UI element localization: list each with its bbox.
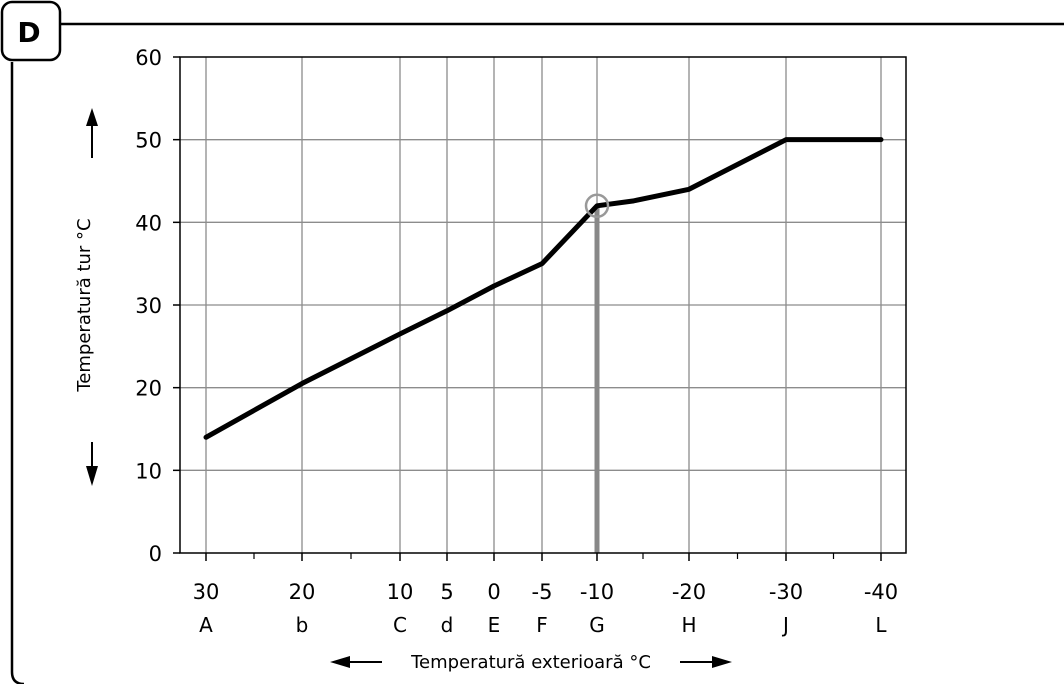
badge: D [0, 0, 62, 62]
x-axis-title-group: Temperatură exterioară °C [330, 652, 732, 673]
plot-area: 0 10 20 30 40 50 60 30 A 20 b 10 C 5 d 0 E -5 F -10 G -20 H -3… [135, 46, 907, 637]
x-tick-label: -10 [580, 580, 614, 604]
x-category-letter: F [536, 613, 548, 637]
ticks [173, 56, 882, 561]
x-axis-title: Temperatură exterioară °C [410, 652, 651, 673]
y-axis-title-group: Temperatură tur °C [74, 108, 98, 486]
y-tick-label: 60 [135, 46, 162, 70]
x-tick-label: 10 [387, 580, 414, 604]
x-tick-label: 20 [289, 580, 316, 604]
series-lines [203, 137, 884, 440]
y-tick-labels: 0 10 20 30 40 50 60 [135, 46, 162, 566]
x-tick-label: -40 [864, 580, 898, 604]
x-category-letter: E [488, 613, 501, 637]
grid [180, 57, 906, 553]
x-tick-label: -5 [532, 580, 553, 604]
x-category-letter: C [393, 613, 407, 637]
x-arrow-right-icon [712, 656, 732, 668]
x-category-letter: d [441, 613, 454, 637]
x-tick-label: -20 [672, 580, 706, 604]
markers [584, 193, 610, 219]
y-arrow-down-icon [86, 466, 98, 486]
x-category-letter: J [781, 613, 789, 637]
series-line [203, 137, 884, 440]
x-tick-labels: 30 A 20 b 10 C 5 d 0 E -5 F -10 G -20 H -30 J -40 L [193, 580, 899, 637]
y-arrow-up-icon [86, 108, 98, 126]
x-tick-label: 5 [440, 580, 453, 604]
y-tick-label: 30 [135, 294, 162, 318]
badge-box [0, 0, 62, 62]
x-category-letter: A [199, 613, 213, 637]
figure-frame-left [10, 62, 25, 684]
y-tick-label: 20 [135, 377, 162, 401]
x-tick-label: 0 [487, 580, 500, 604]
x-category-letter: G [589, 613, 605, 637]
x-tick-label: 30 [193, 580, 220, 604]
y-tick-label: 10 [135, 459, 162, 483]
y-tick-label: 40 [135, 211, 162, 235]
x-category-letter: b [296, 613, 309, 637]
x-tick-label: -30 [769, 580, 803, 604]
x-arrow-left-icon [330, 656, 350, 668]
x-category-letter: H [681, 613, 696, 637]
x-category-letter: L [875, 613, 887, 637]
badge-label: D [17, 16, 40, 49]
y-tick-label: 0 [149, 542, 162, 566]
marker-circle [584, 193, 610, 219]
y-tick-label: 50 [135, 129, 162, 153]
y-axis-title: Temperatură tur °C [74, 218, 95, 392]
